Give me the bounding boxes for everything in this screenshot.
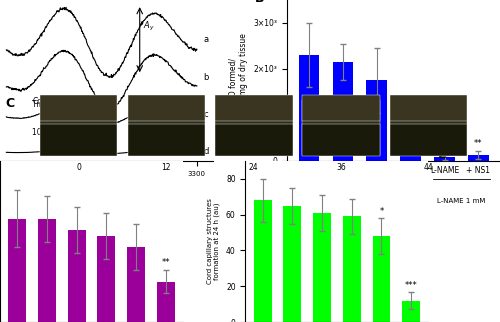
Bar bbox=[98, 236, 115, 322]
Text: 44: 44 bbox=[424, 163, 434, 172]
Text: ***: *** bbox=[405, 281, 417, 290]
Bar bbox=[68, 230, 86, 322]
Text: Time  (h) =: Time (h) = bbox=[32, 100, 76, 109]
Text: 36: 36 bbox=[336, 163, 346, 172]
Bar bbox=[313, 213, 331, 322]
Text: **: ** bbox=[162, 258, 170, 267]
Bar bbox=[468, 155, 488, 161]
Bar bbox=[38, 219, 56, 322]
Bar bbox=[402, 300, 420, 322]
Text: B: B bbox=[256, 0, 265, 5]
Bar bbox=[366, 80, 387, 161]
Bar bbox=[8, 219, 26, 322]
Bar bbox=[332, 62, 353, 161]
Bar bbox=[343, 216, 360, 322]
Bar bbox=[254, 200, 272, 322]
Text: 0: 0 bbox=[76, 163, 81, 172]
Text: **: ** bbox=[406, 102, 415, 111]
Text: E: E bbox=[438, 148, 446, 161]
Bar bbox=[157, 282, 174, 322]
Text: L-NAME 1 mM: L-NAME 1 mM bbox=[438, 198, 486, 204]
Text: *: * bbox=[380, 207, 384, 216]
Text: c: c bbox=[203, 110, 208, 119]
Text: 24: 24 bbox=[249, 163, 258, 172]
Text: d: d bbox=[203, 147, 208, 156]
Bar bbox=[372, 236, 390, 322]
Text: **: ** bbox=[474, 139, 482, 148]
Y-axis label: Cord capillary structures
formation at 24 h (au): Cord capillary structures formation at 2… bbox=[207, 199, 220, 284]
Text: [NS1] (μM): [NS1] (μM) bbox=[339, 198, 380, 207]
X-axis label: Magnetic field (G): Magnetic field (G) bbox=[69, 182, 144, 191]
Y-axis label: NO formed/
30 min/ mg of dry tissue: NO formed/ 30 min/ mg of dry tissue bbox=[228, 33, 248, 128]
Text: a: a bbox=[203, 35, 208, 44]
Bar bbox=[284, 206, 302, 322]
Text: Control: Control bbox=[32, 97, 60, 106]
Bar bbox=[127, 247, 145, 322]
Bar bbox=[400, 129, 421, 161]
Text: **: ** bbox=[440, 142, 449, 151]
Bar bbox=[298, 55, 319, 161]
Text: 100 µM NS1: 100 µM NS1 bbox=[32, 128, 78, 137]
Text: $A_y$: $A_y$ bbox=[143, 20, 154, 33]
Text: b: b bbox=[203, 72, 208, 81]
Text: C: C bbox=[5, 97, 14, 109]
Bar bbox=[434, 157, 454, 161]
Text: 12: 12 bbox=[162, 163, 171, 172]
